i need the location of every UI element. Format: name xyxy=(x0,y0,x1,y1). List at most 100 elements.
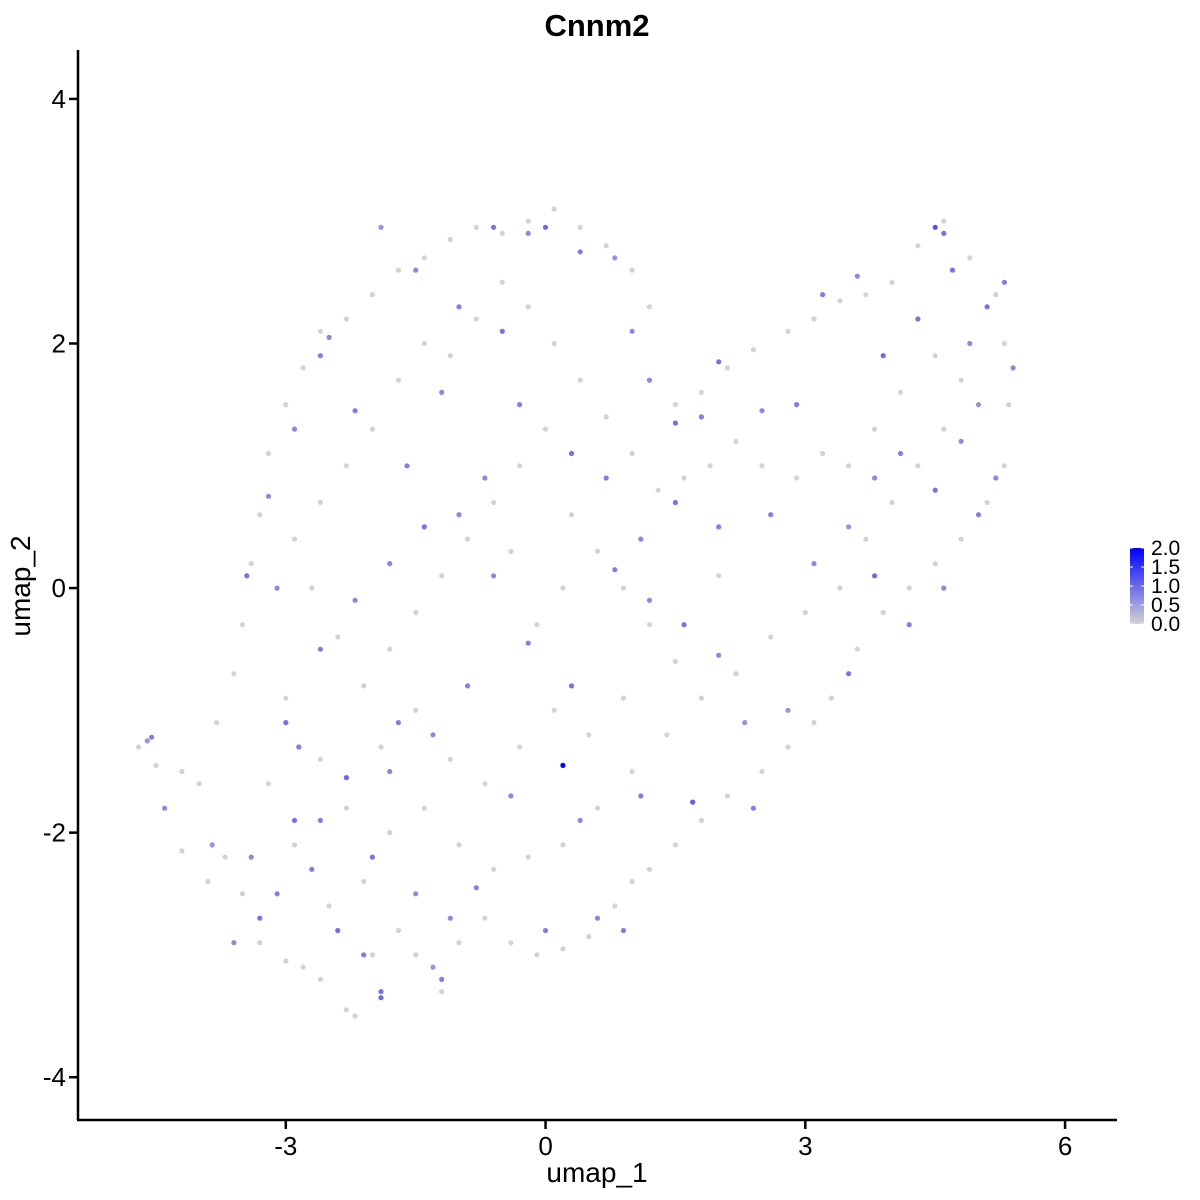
cell-point xyxy=(984,304,990,310)
cell-point xyxy=(690,799,696,805)
cell-point xyxy=(568,683,575,689)
cell-point xyxy=(491,224,497,230)
cell-point xyxy=(525,218,531,224)
cell-point xyxy=(421,255,427,261)
cell-point xyxy=(413,891,419,897)
cell-point xyxy=(629,768,635,775)
cell-point xyxy=(560,762,566,769)
cell-point xyxy=(283,958,289,964)
cell-point xyxy=(291,817,298,824)
cell-point xyxy=(300,365,306,371)
cell-point xyxy=(149,734,155,740)
cell-point xyxy=(378,224,384,230)
cell-point xyxy=(768,634,774,640)
cell-point xyxy=(317,976,323,983)
colorbar-tick-label: 0.5 xyxy=(1151,594,1180,617)
y-tick-label: -4 xyxy=(43,1062,66,1092)
cell-point xyxy=(335,927,341,934)
cell-point xyxy=(949,267,956,273)
cell-point xyxy=(534,622,540,628)
cell-point xyxy=(179,848,185,854)
colorbar-tick-label: 0.0 xyxy=(1151,613,1180,636)
cell-point xyxy=(144,738,150,744)
cell-point xyxy=(542,927,549,934)
cell-point xyxy=(915,243,921,249)
cell-point xyxy=(932,224,938,230)
cell-point xyxy=(378,995,384,1001)
cell-point xyxy=(205,878,211,885)
cell-point xyxy=(517,463,523,469)
cell-point xyxy=(906,585,912,591)
cell-point xyxy=(837,298,843,304)
cell-point xyxy=(846,671,852,677)
cell-point xyxy=(863,292,869,298)
cell-point xyxy=(534,952,540,958)
cell-point xyxy=(967,255,973,261)
chart-title: Cnnm2 xyxy=(544,8,649,43)
cell-point xyxy=(846,524,852,530)
color-legend: 0.00.51.01.52.0 xyxy=(1130,537,1180,636)
cell-point xyxy=(664,732,670,738)
cell-point xyxy=(620,927,627,934)
cell-point xyxy=(395,267,401,273)
cell-point xyxy=(733,671,739,677)
cell-point xyxy=(447,236,453,243)
cell-point xyxy=(646,377,653,383)
cell-point xyxy=(759,768,765,775)
cell-point xyxy=(646,866,653,872)
cell-point xyxy=(447,756,453,762)
cell-point xyxy=(586,732,592,738)
cell-point xyxy=(672,420,679,426)
cell-point xyxy=(257,512,263,518)
cell-point xyxy=(309,585,315,591)
cell-point xyxy=(854,273,860,279)
y-tick-label: 0 xyxy=(52,573,66,603)
cell-point xyxy=(586,934,592,940)
colorbar-ticks: 0.00.51.01.52.0 xyxy=(1130,537,1180,636)
cell-point xyxy=(179,768,185,775)
cell-point xyxy=(482,781,488,787)
cell-point xyxy=(404,463,410,469)
cell-point xyxy=(395,377,401,383)
cell-point xyxy=(352,408,358,414)
cell-point xyxy=(560,946,566,952)
cell-point xyxy=(594,548,601,555)
cell-point xyxy=(820,450,826,457)
colorbar-tick-label: 2.0 xyxy=(1151,537,1180,560)
cell-point xyxy=(794,402,800,408)
cell-point xyxy=(551,206,557,212)
cell-point xyxy=(361,952,367,958)
cell-point xyxy=(291,842,298,848)
cell-point xyxy=(542,426,549,432)
cell-point xyxy=(932,561,938,567)
cell-point xyxy=(716,573,722,579)
cell-point xyxy=(941,426,947,432)
cell-point xyxy=(716,652,722,658)
x-tick-label: 6 xyxy=(1058,1131,1072,1161)
cell-point xyxy=(811,316,817,322)
x-tick-label: -3 xyxy=(274,1131,297,1161)
cell-point xyxy=(932,353,938,359)
cell-point xyxy=(941,230,947,236)
cell-point xyxy=(603,414,609,420)
cell-point xyxy=(499,279,505,285)
cell-point xyxy=(872,475,878,481)
cell-point xyxy=(655,487,661,493)
cell-point xyxy=(967,340,973,347)
cell-point xyxy=(716,359,722,365)
cell-point xyxy=(941,218,947,224)
cell-point xyxy=(413,267,419,273)
cell-point xyxy=(525,640,531,646)
cell-point xyxy=(785,744,791,750)
cell-point xyxy=(387,830,393,836)
cell-point xyxy=(317,817,323,824)
cell-point xyxy=(880,353,886,359)
cell-point xyxy=(343,775,349,781)
cell-point xyxy=(491,866,497,872)
cell-point xyxy=(369,854,375,860)
cell-point xyxy=(491,499,497,506)
cell-point xyxy=(257,915,263,921)
cell-point xyxy=(317,646,323,652)
cell-point xyxy=(378,744,384,750)
cell-point xyxy=(447,915,453,921)
